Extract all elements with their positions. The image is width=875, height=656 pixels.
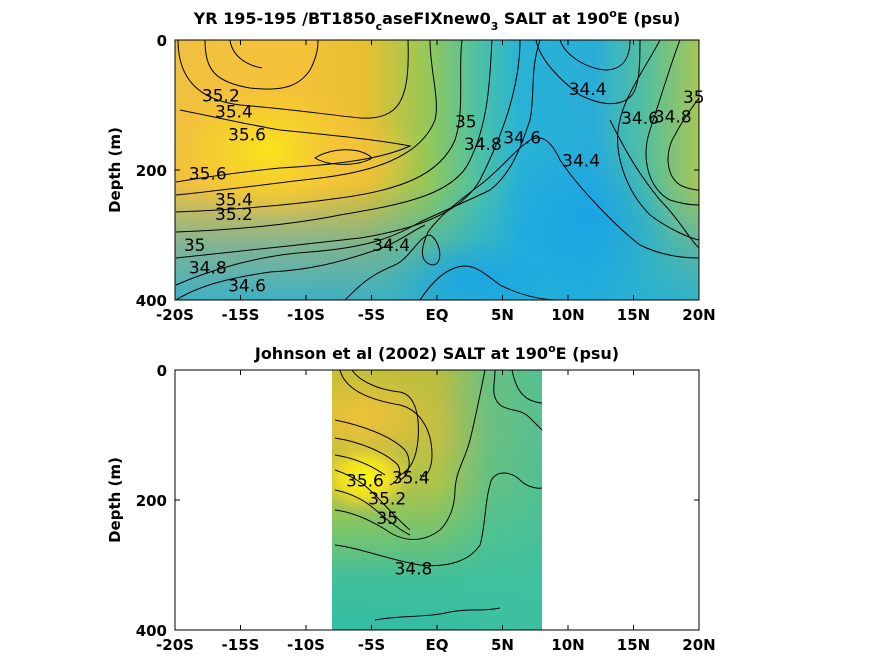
contour-label: 35.2 bbox=[215, 205, 253, 225]
x-tick-label: 20N bbox=[682, 306, 715, 324]
contour-label: 35.4 bbox=[215, 190, 253, 210]
y-axis-label-model: Depth (m) bbox=[106, 127, 124, 213]
contour-label: 35.6 bbox=[346, 472, 384, 492]
y-tick-label: 200 bbox=[136, 492, 167, 510]
x-tick-label: EQ bbox=[426, 636, 449, 654]
x-tick-label: 5N bbox=[491, 636, 514, 654]
x-tick-label: 5N bbox=[491, 306, 514, 324]
salinity-field-observed bbox=[332, 370, 542, 630]
chart-panel-model: YR 195-195 /BT1850caseFIXnew03 SALT at 1… bbox=[106, 7, 716, 324]
y-tick-label: 0 bbox=[157, 32, 167, 50]
contour-label: 34.8 bbox=[654, 108, 692, 128]
x-tick-label: 15N bbox=[617, 636, 650, 654]
y-axis-label-observed: Depth (m) bbox=[106, 457, 124, 543]
x-tick-label: EQ bbox=[426, 306, 449, 324]
x-tick-label: -5S bbox=[358, 636, 385, 654]
contour-label: 34.6 bbox=[503, 129, 541, 149]
x-tick-label: 15N bbox=[617, 306, 650, 324]
x-tick-label: -15S bbox=[222, 306, 260, 324]
contour-lines-model bbox=[175, 40, 699, 300]
x-tick-label: -10S bbox=[287, 636, 325, 654]
y-tick-label: 400 bbox=[136, 292, 167, 310]
contour-label: 35 bbox=[683, 88, 705, 108]
salinity-field-model bbox=[175, 40, 699, 300]
contour-label: 35.6 bbox=[228, 125, 266, 145]
contour-label: 35.6 bbox=[189, 164, 227, 184]
x-tick-label: -10S bbox=[287, 306, 325, 324]
x-tick-label: -15S bbox=[222, 636, 260, 654]
x-axis-observed: -20S -15S -10S -5S EQ 5N 10N 15N 20N bbox=[156, 370, 716, 654]
x-tick-label: 10N bbox=[551, 306, 584, 324]
contour-label: 35.2 bbox=[202, 86, 240, 106]
contour-label: 35.4 bbox=[392, 468, 430, 488]
contour-label: 34.4 bbox=[569, 80, 607, 100]
x-tick-label: 20N bbox=[682, 636, 715, 654]
contour-label: 34.6 bbox=[621, 109, 659, 129]
contour-lines-observed bbox=[334, 370, 542, 621]
contour-label: 35 bbox=[455, 112, 477, 132]
contour-label: 34.8 bbox=[189, 259, 227, 279]
contour-label: 34.8 bbox=[394, 559, 432, 579]
x-axis-model: -20S -15S -10S -5S EQ 5N 10N 15N 20N bbox=[156, 40, 716, 324]
x-tick-label: -20S bbox=[156, 306, 194, 324]
contour-label: 34.8 bbox=[464, 135, 502, 155]
contour-label: 35 bbox=[184, 236, 206, 256]
chart-title-model: YR 195-195 /BT1850caseFIXnew03 SALT at 1… bbox=[193, 7, 681, 33]
y-tick-label: 200 bbox=[136, 162, 167, 180]
y-axis-observed: Depth (m) 0 200 400 bbox=[106, 362, 699, 640]
contour-label: 34.4 bbox=[562, 151, 600, 171]
contour-label: 35 bbox=[376, 509, 398, 529]
y-axis-model: Depth (m) 0 200 400 bbox=[106, 32, 699, 310]
contour-labels-model: 35.235.435.635.635.435.23534.834.634.435… bbox=[184, 80, 705, 297]
contour-label: 35.2 bbox=[368, 490, 406, 510]
contour-label: 35.4 bbox=[215, 103, 253, 123]
x-tick-label: 10N bbox=[551, 636, 584, 654]
contour-label: 34.6 bbox=[228, 277, 266, 297]
x-tick-label: -20S bbox=[156, 636, 194, 654]
chart-title-observed: Johnson et al (2002) SALT at 190oE (psu) bbox=[254, 342, 619, 363]
contour-label: 34.4 bbox=[372, 236, 410, 256]
y-tick-label: 400 bbox=[136, 622, 167, 640]
y-tick-label: 0 bbox=[157, 362, 167, 380]
chart-panel-observed: Johnson et al (2002) SALT at 190oE (psu) bbox=[106, 342, 716, 654]
x-tick-label: -5S bbox=[358, 306, 385, 324]
